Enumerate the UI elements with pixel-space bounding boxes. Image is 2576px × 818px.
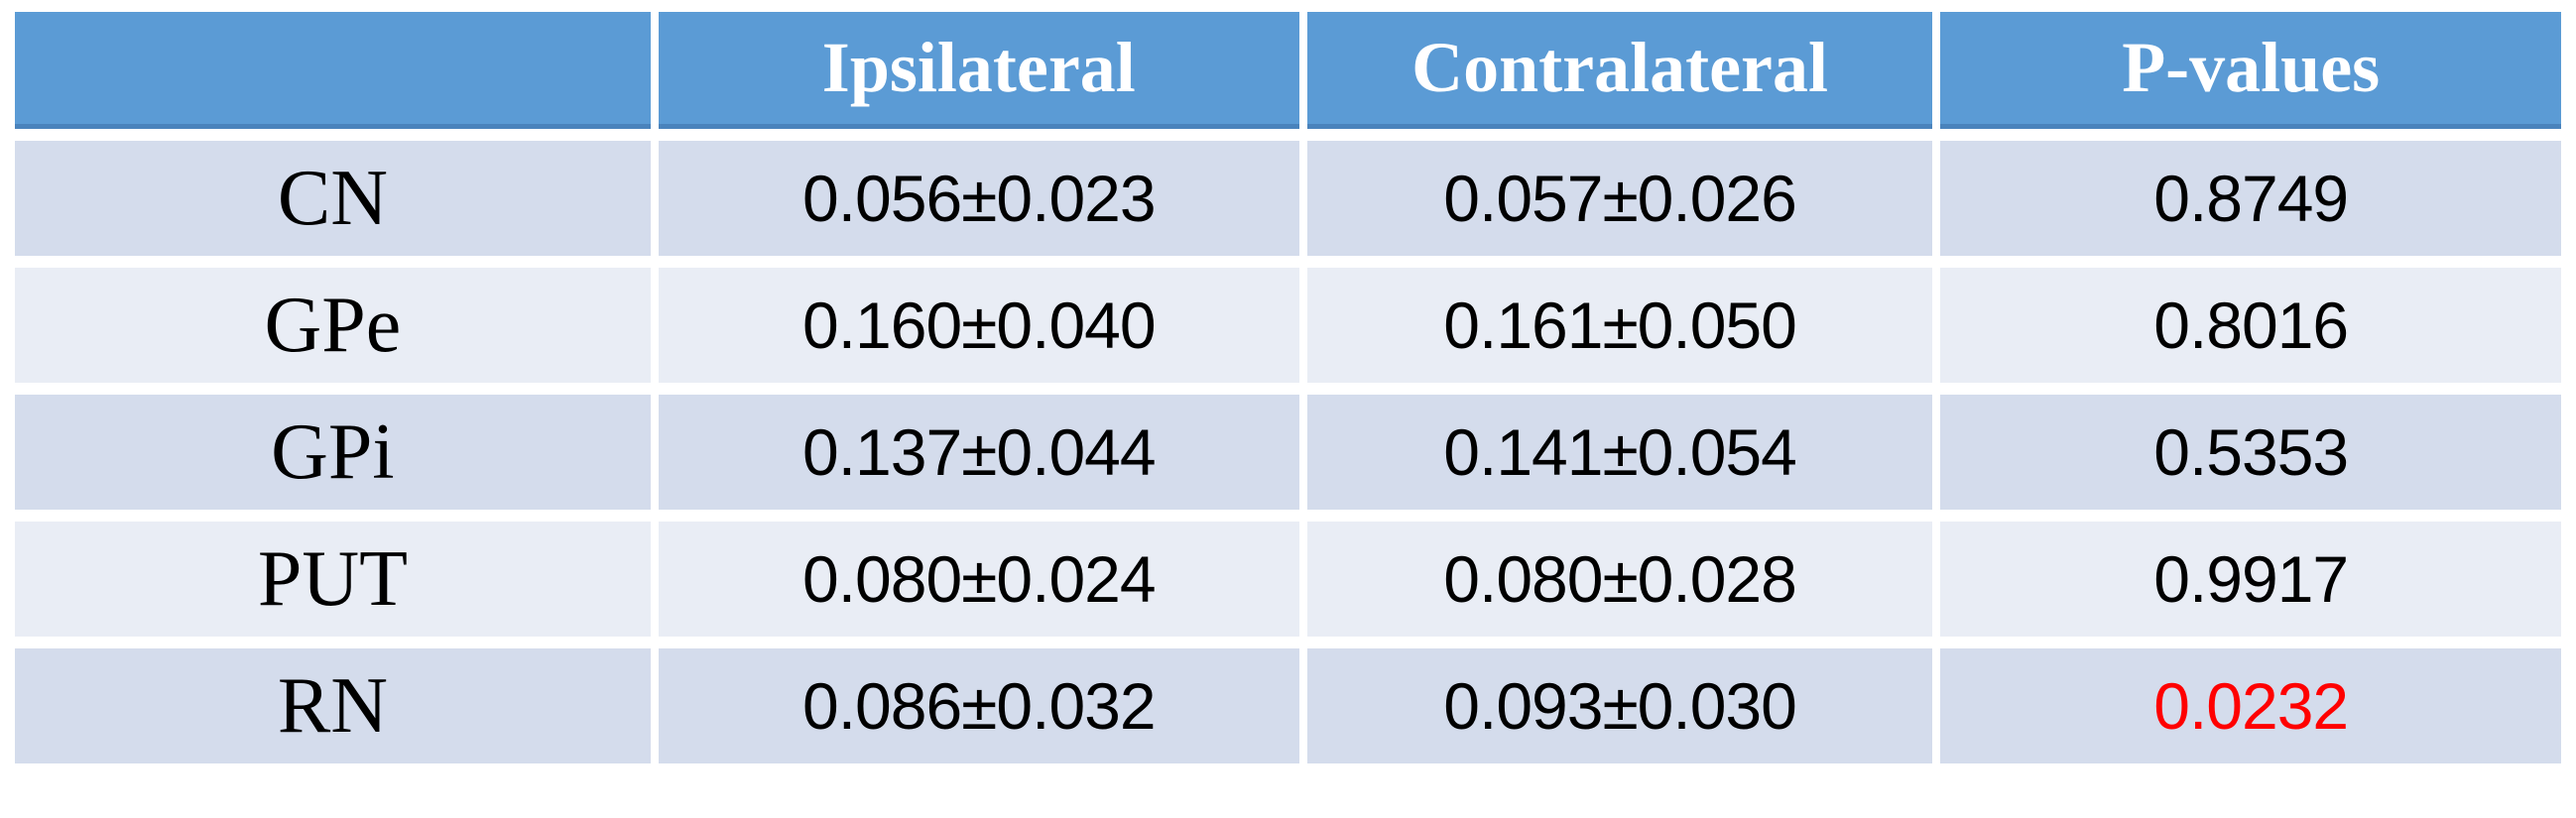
table-row: GPe 0.160±0.040 0.161±0.050 0.8016 (15, 268, 2561, 383)
p-value: 0.5353 (1940, 395, 2561, 510)
table-body: CN 0.056±0.023 0.057±0.026 0.8749 GPe 0.… (15, 141, 2561, 763)
row-label: GPe (15, 268, 651, 383)
ipsilateral-value: 0.137±0.044 (658, 395, 1299, 510)
table-row: PUT 0.080±0.024 0.080±0.028 0.9917 (15, 522, 2561, 637)
table-row: CN 0.056±0.023 0.057±0.026 0.8749 (15, 141, 2561, 256)
p-value: 0.9917 (1940, 522, 2561, 637)
row-label: RN (15, 648, 651, 763)
ipsilateral-value: 0.056±0.023 (658, 141, 1299, 256)
contralateral-value: 0.057±0.026 (1306, 141, 1933, 256)
p-value: 0.8016 (1940, 268, 2561, 383)
contralateral-value: 0.161±0.050 (1306, 268, 1933, 383)
roi-stats-table: Ipsilateral Contralateral P-values CN 0.… (7, 0, 2569, 775)
row-label: CN (15, 141, 651, 256)
table-header: Ipsilateral Contralateral P-values (15, 12, 2561, 129)
header-contralateral: Contralateral (1306, 12, 1933, 129)
row-label: GPi (15, 395, 651, 510)
ipsilateral-value: 0.080±0.024 (658, 522, 1299, 637)
ipsilateral-value: 0.086±0.032 (658, 648, 1299, 763)
header-empty-cell (15, 12, 651, 129)
ipsilateral-value: 0.160±0.040 (658, 268, 1299, 383)
contralateral-value: 0.141±0.054 (1306, 395, 1933, 510)
p-value: 0.0232 (1940, 648, 2561, 763)
row-label: PUT (15, 522, 651, 637)
header-p-values: P-values (1940, 12, 2561, 129)
header-ipsilateral: Ipsilateral (658, 12, 1299, 129)
contralateral-value: 0.093±0.030 (1306, 648, 1933, 763)
table-row: RN 0.086±0.032 0.093±0.030 0.0232 (15, 648, 2561, 763)
contralateral-value: 0.080±0.028 (1306, 522, 1933, 637)
p-value: 0.8749 (1940, 141, 2561, 256)
header-row: Ipsilateral Contralateral P-values (15, 12, 2561, 129)
table-row: GPi 0.137±0.044 0.141±0.054 0.5353 (15, 395, 2561, 510)
